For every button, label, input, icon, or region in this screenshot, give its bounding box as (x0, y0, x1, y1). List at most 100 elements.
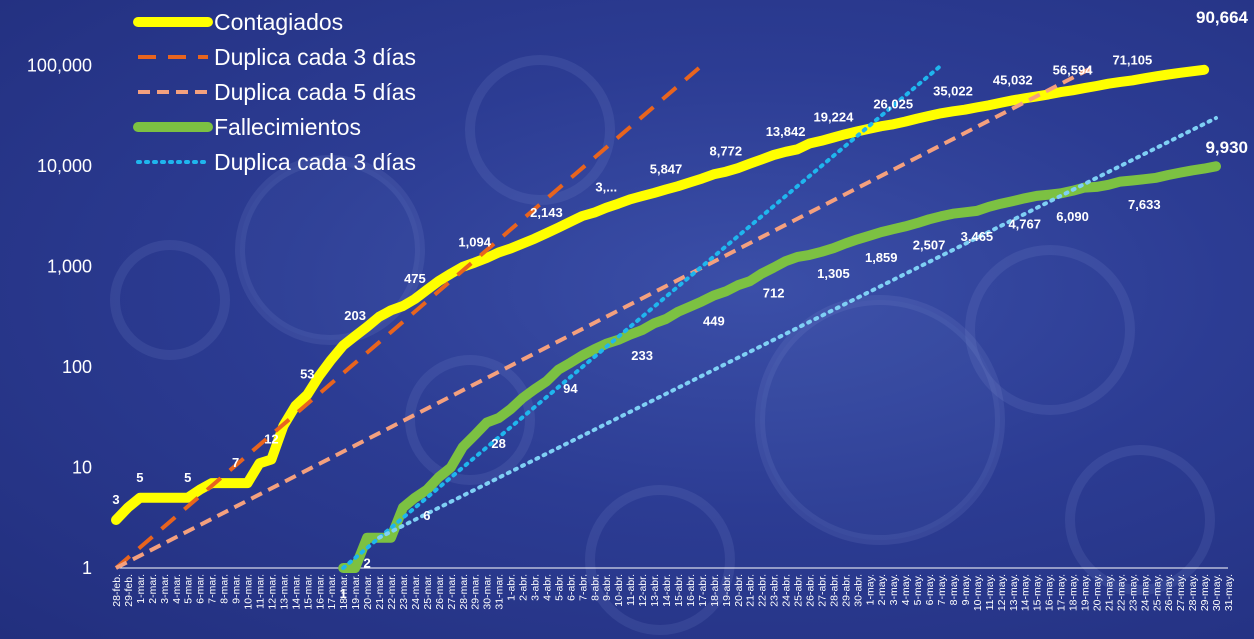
x-tick-label: 30-abr. (852, 574, 864, 607)
x-tick-label: 14-may. (1020, 574, 1032, 611)
x-tick-label: 25-may. (1151, 574, 1163, 611)
series-line-0 (111, 64, 1210, 525)
x-tick-label: 31-mar. (494, 574, 506, 610)
x-tick-label: 2-mar. (147, 574, 159, 604)
x-tick-label: 16-mar. (314, 574, 326, 610)
data-labels: 35 5712532034751,0942,1433,...5,8478,7721… (112, 8, 1248, 601)
x-tick-label: 30-may. (1211, 574, 1223, 611)
legend-label: Fallecimientos (214, 114, 361, 140)
x-tick-label: 8-mar. (219, 574, 231, 604)
x-tick-label: 29-mar. (470, 574, 482, 610)
data-label: 19,224 (814, 109, 855, 124)
x-tick-label: 28-feb. (111, 574, 123, 607)
x-tick-label: 30-mar. (482, 574, 494, 610)
y-tick-label: 100 (62, 357, 92, 377)
data-label: 7,633 (1128, 197, 1161, 212)
data-label: 5 (136, 470, 143, 485)
x-tick-label: 29-may. (1199, 574, 1211, 611)
x-tick-label: 25-mar. (422, 574, 434, 610)
x-tick-label: 16-abr. (685, 574, 697, 607)
data-label: 1,094 (458, 235, 491, 250)
x-tick-label: 8-may. (948, 574, 960, 605)
y-tick-label: 100,000 (27, 56, 92, 76)
data-label: 1,859 (865, 250, 898, 265)
data-label: 90,664 (1196, 8, 1249, 27)
data-label: 1,305 (817, 266, 850, 281)
x-tick-label: 28-mar. (458, 574, 470, 610)
x-tick-label: 4-abr. (541, 574, 553, 601)
data-label: 45,032 (993, 72, 1033, 87)
x-tick-label: 6-may. (924, 574, 936, 605)
data-label: 4,767 (1008, 216, 1041, 231)
x-tick-label: 15-mar. (302, 574, 314, 610)
data-label: 712 (763, 286, 785, 301)
legend-label: Duplica cada 3 días (214, 149, 416, 175)
data-label: 475 (404, 271, 426, 286)
x-tick-label: 23-may. (1127, 574, 1139, 611)
x-tick-label: 1-abr. (506, 574, 518, 601)
data-label: 3 (112, 492, 119, 507)
x-tick-label: 17-may. (1056, 574, 1068, 611)
data-label: 449 (703, 314, 725, 329)
x-tick-label: 10-abr. (613, 574, 625, 607)
data-label: 7 (232, 455, 239, 470)
data-label: 2,507 (913, 237, 946, 252)
x-tick-label: 24-may. (1139, 574, 1151, 611)
legend-label: Duplica cada 3 días (214, 44, 416, 70)
data-label: 233 (631, 348, 653, 363)
x-tick-label: 10-may. (972, 574, 984, 611)
x-tick-label: 26-abr. (805, 574, 817, 607)
y-tick-label: 1,000 (47, 257, 92, 277)
x-tick-label: 18-abr. (709, 574, 721, 607)
x-tick-label: 27-mar. (446, 574, 458, 610)
series-line-4 (341, 63, 943, 570)
x-tick-label: 29-feb. (123, 574, 135, 607)
data-label: 2 (363, 556, 370, 571)
x-tick-label: 4-mar. (171, 574, 183, 604)
data-label: 13,842 (766, 124, 806, 139)
x-tick-label: 26-mar. (434, 574, 446, 610)
x-tick-label: 13-mar. (278, 574, 290, 610)
x-tick-label: 31-may. (1223, 574, 1235, 611)
x-tick-label: 22-may. (1115, 574, 1127, 611)
data-label: 12 (264, 432, 278, 447)
x-tick-label: 21-abr. (745, 574, 757, 607)
x-tick-label: 28-may. (1187, 574, 1199, 611)
x-tick-label: 21-may. (1103, 574, 1115, 611)
x-tick-label: 24-abr. (781, 574, 793, 607)
data-label: 26,025 (873, 96, 913, 111)
x-tick-label: 15-may. (1032, 574, 1044, 611)
x-tick-label: 24-mar. (410, 574, 422, 610)
x-tick-label: 19-mar. (350, 574, 362, 610)
x-tick-label: 29-abr. (840, 574, 852, 607)
x-tick-label: 14-abr. (661, 574, 673, 607)
data-label: 3,465 (961, 229, 994, 244)
x-tick-label: 25-abr. (793, 574, 805, 607)
x-tick-label: 27-may. (1175, 574, 1187, 611)
x-tick-label: 16-may. (1044, 574, 1056, 611)
x-tick-label: 3-mar. (159, 574, 171, 604)
x-tick-label: 23-abr. (769, 574, 781, 607)
data-label: 2,143 (530, 205, 563, 220)
data-label: 35,022 (933, 83, 973, 98)
x-tick-label: 11-may. (984, 574, 996, 610)
x-tick-label: 5-abr. (553, 574, 565, 601)
y-tick-label: 10 (72, 458, 92, 478)
x-tick-label: 22-abr. (757, 574, 769, 607)
series-line-3 (338, 161, 1221, 573)
series-line-1 (114, 63, 704, 570)
x-tick-label: 12-abr. (637, 574, 649, 607)
x-tick-label: 19-may. (1080, 574, 1092, 611)
x-tick-label: 23-mar. (398, 574, 410, 610)
x-tick-label: 7-may. (936, 574, 948, 605)
x-tick-label: 11-mar. (254, 574, 266, 609)
x-tick-label: 17-mar. (326, 574, 338, 610)
data-label: 94 (563, 381, 578, 396)
data-label: 28 (491, 436, 505, 451)
x-tick-label: 20-mar. (362, 574, 374, 610)
x-tick-label: 13-may. (1008, 574, 1020, 611)
legend-label: Contagiados (214, 9, 343, 35)
series-group (111, 63, 1221, 573)
